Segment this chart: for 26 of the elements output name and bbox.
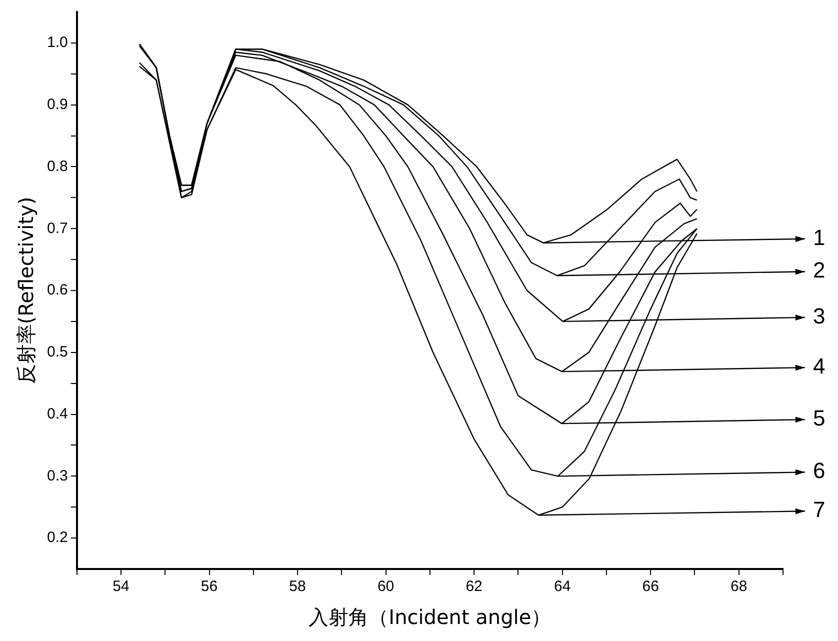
legend-label: 1 [813,224,826,250]
y-tick-label: 0.6 [46,282,68,299]
legend-label: 6 [813,458,826,484]
x-tick-label: 62 [466,578,482,596]
y-tick-label: 0.4 [46,405,68,422]
x-tick-label: 64 [554,578,571,596]
legend-label: 5 [813,406,826,431]
y-tick-label: 0.9 [46,96,68,113]
legend-label: 2 [813,258,826,283]
y-tick-label: 0.8 [46,158,68,175]
x-tick-label: 68 [730,578,748,596]
x-tick-label: 66 [642,578,659,596]
x-tick-label: 58 [289,578,306,596]
legend-label: 3 [813,304,826,329]
y-tick-label: 0.2 [46,529,68,546]
x-axis-title: 入射角（Incident angle） [308,605,552,630]
legend-label: 7 [813,497,826,522]
y-tick-label: 0.7 [46,220,68,237]
y-tick-label: 1.0 [46,34,68,52]
y-tick-label: 0.3 [46,467,68,484]
y-tick-label: 0.5 [46,344,68,361]
legend-label: 4 [813,354,826,379]
y-axis-title: 反射率(Reflectivity) [14,196,38,384]
x-tick-label: 60 [377,578,394,596]
x-tick-label: 56 [200,578,218,596]
x-tick-label: 54 [112,578,130,596]
